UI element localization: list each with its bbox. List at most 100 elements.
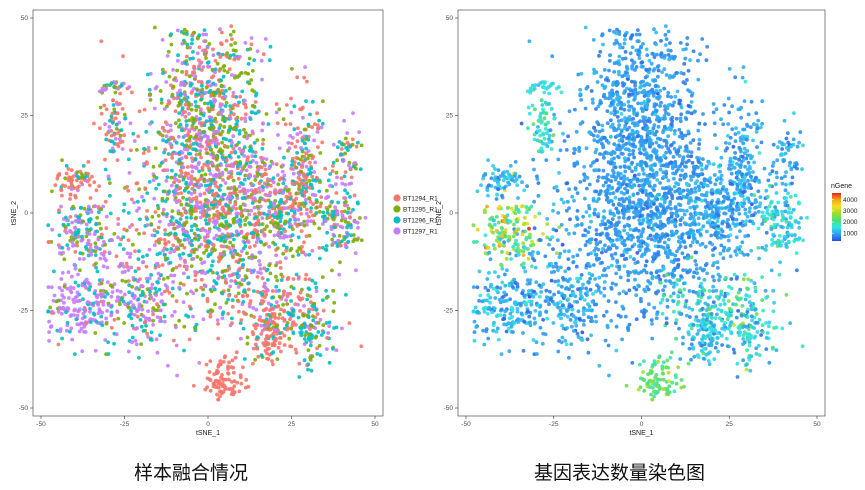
data-point bbox=[181, 251, 186, 256]
data-point bbox=[597, 54, 601, 58]
data-point bbox=[142, 231, 147, 236]
data-point bbox=[177, 221, 182, 226]
data-point bbox=[645, 243, 650, 248]
data-point bbox=[241, 300, 246, 304]
data-point bbox=[170, 156, 175, 160]
data-point bbox=[258, 267, 263, 271]
data-point bbox=[648, 141, 652, 146]
data-point bbox=[198, 177, 203, 182]
data-point bbox=[189, 107, 194, 112]
data-point bbox=[289, 326, 293, 331]
data-point bbox=[183, 102, 188, 107]
data-point bbox=[233, 161, 238, 166]
data-point bbox=[60, 193, 64, 198]
data-point bbox=[677, 154, 682, 158]
data-point bbox=[586, 350, 591, 355]
data-point bbox=[232, 57, 237, 62]
data-point bbox=[349, 175, 354, 180]
data-point bbox=[243, 173, 248, 178]
data-point bbox=[213, 98, 218, 103]
data-point bbox=[200, 87, 205, 92]
data-point bbox=[234, 350, 239, 355]
data-point bbox=[273, 192, 278, 196]
data-point bbox=[636, 28, 640, 32]
data-point bbox=[605, 109, 610, 113]
data-point bbox=[267, 263, 272, 268]
data-point bbox=[296, 252, 301, 257]
data-point bbox=[133, 249, 137, 254]
data-point bbox=[220, 140, 225, 145]
data-point bbox=[612, 170, 616, 175]
data-point bbox=[637, 147, 642, 152]
data-point bbox=[213, 136, 218, 140]
data-point bbox=[194, 152, 199, 157]
data-point bbox=[198, 192, 203, 197]
data-point bbox=[275, 214, 280, 219]
data-point bbox=[99, 281, 104, 286]
data-point bbox=[287, 146, 292, 151]
data-point bbox=[233, 150, 238, 155]
data-point bbox=[302, 75, 307, 80]
data-point bbox=[234, 211, 239, 216]
data-point bbox=[282, 318, 287, 323]
data-point bbox=[159, 292, 164, 296]
data-point bbox=[183, 133, 188, 138]
data-point bbox=[294, 155, 299, 160]
data-point bbox=[331, 164, 335, 168]
data-point bbox=[125, 251, 130, 256]
data-point bbox=[173, 109, 178, 113]
y-tick-label: -25 bbox=[444, 308, 454, 315]
data-point bbox=[658, 301, 663, 305]
data-point bbox=[302, 342, 307, 346]
data-point bbox=[196, 104, 201, 109]
data-point bbox=[234, 122, 239, 127]
data-point bbox=[288, 317, 292, 322]
data-point bbox=[254, 160, 259, 165]
data-point bbox=[260, 216, 265, 221]
data-point bbox=[109, 294, 114, 299]
data-point bbox=[233, 355, 238, 360]
data-point bbox=[227, 377, 231, 382]
data-point bbox=[346, 206, 351, 211]
data-point bbox=[153, 86, 158, 91]
data-point bbox=[230, 304, 235, 309]
data-point bbox=[639, 151, 643, 156]
data-point bbox=[274, 284, 279, 289]
data-point bbox=[251, 346, 256, 351]
data-point bbox=[195, 227, 200, 232]
data-point bbox=[221, 74, 226, 79]
data-point bbox=[145, 162, 149, 166]
data-point bbox=[325, 210, 330, 215]
data-point bbox=[231, 29, 236, 34]
data-point bbox=[114, 122, 119, 127]
data-point bbox=[328, 183, 332, 188]
data-point bbox=[346, 148, 350, 153]
data-point bbox=[69, 168, 74, 173]
data-point bbox=[620, 337, 624, 342]
data-point bbox=[270, 295, 274, 300]
data-point bbox=[198, 61, 203, 66]
data-point bbox=[669, 143, 674, 147]
data-point bbox=[120, 270, 125, 275]
data-point bbox=[678, 173, 683, 178]
data-point bbox=[194, 223, 199, 228]
data-point bbox=[93, 204, 98, 209]
data-point bbox=[162, 238, 167, 242]
data-point bbox=[46, 240, 51, 244]
data-point bbox=[663, 116, 668, 121]
data-point bbox=[671, 285, 676, 289]
data-point bbox=[655, 117, 659, 122]
data-point bbox=[324, 244, 329, 248]
data-point bbox=[678, 177, 683, 182]
data-point bbox=[649, 61, 654, 66]
data-point bbox=[686, 68, 691, 73]
data-point bbox=[130, 340, 135, 345]
data-point bbox=[597, 275, 602, 280]
data-point bbox=[172, 309, 177, 314]
data-point bbox=[289, 96, 293, 101]
data-point bbox=[346, 239, 351, 244]
data-point bbox=[308, 199, 313, 204]
x-tick-label: 25 bbox=[726, 421, 734, 428]
data-point bbox=[242, 195, 247, 200]
